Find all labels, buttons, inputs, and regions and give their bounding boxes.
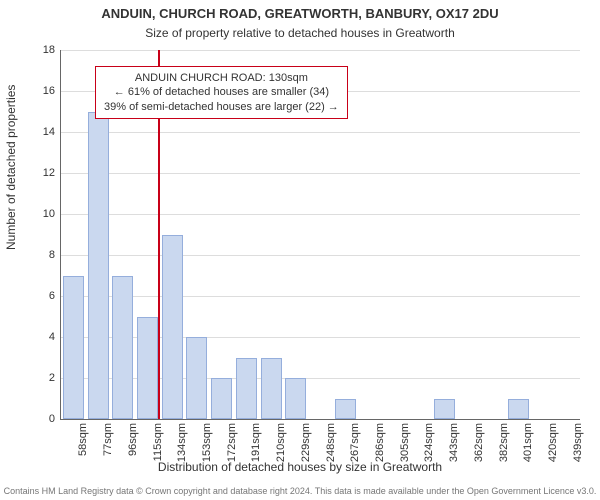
y-tick-label: 14 <box>43 126 55 138</box>
y-tick-label: 0 <box>49 413 55 425</box>
gridline <box>61 173 580 174</box>
y-tick-label: 6 <box>49 290 55 302</box>
histogram-bar <box>63 276 84 420</box>
x-tick-label: 115sqm <box>152 423 164 461</box>
y-tick-label: 18 <box>43 44 55 56</box>
histogram-bar <box>88 112 109 420</box>
x-tick-label: 343sqm <box>448 423 460 462</box>
y-axis-label: Number of detached properties <box>4 85 18 250</box>
histogram-bar <box>434 399 455 420</box>
y-tick-label: 10 <box>43 208 55 220</box>
x-tick-label: 382sqm <box>498 423 510 462</box>
x-tick-label: 439sqm <box>572 423 584 462</box>
histogram-bar <box>211 378 232 419</box>
x-tick-label: 134sqm <box>176 423 188 462</box>
x-tick-label: 286sqm <box>374 423 386 462</box>
x-tick-label: 210sqm <box>275 423 287 462</box>
x-tick-label: 248sqm <box>325 423 337 462</box>
gridline <box>61 132 580 133</box>
histogram-bar <box>112 276 133 420</box>
annotation-line-3: 39% of semi-detached houses are larger (… <box>104 100 339 114</box>
chart-title-subtitle: Size of property relative to detached ho… <box>0 26 600 40</box>
x-tick-label: 305sqm <box>399 423 411 462</box>
annotation-box: ANDUIN CHURCH ROAD: 130sqm ← 61% of deta… <box>95 66 348 119</box>
plot-area: 02468101214161858sqm77sqm96sqm115sqm134s… <box>60 50 580 420</box>
x-tick-label: 58sqm <box>77 423 89 456</box>
histogram-bar <box>285 378 306 419</box>
histogram-bar <box>162 235 183 420</box>
x-tick-label: 401sqm <box>522 423 534 462</box>
x-tick-label: 172sqm <box>226 423 238 462</box>
x-tick-label: 420sqm <box>547 423 559 462</box>
gridline <box>61 50 580 51</box>
histogram-bar <box>335 399 356 420</box>
y-tick-label: 2 <box>49 372 55 384</box>
gridline <box>61 296 580 297</box>
x-tick-label: 191sqm <box>250 423 262 462</box>
histogram-bar <box>186 337 207 419</box>
footnote-licence: Contains HM Land Registry data © Crown c… <box>0 486 600 496</box>
x-tick-label: 153sqm <box>201 423 213 462</box>
y-tick-label: 8 <box>49 249 55 261</box>
y-tick-label: 12 <box>43 167 55 179</box>
x-tick-label: 362sqm <box>473 423 485 462</box>
y-tick-label: 4 <box>49 331 55 343</box>
x-tick-label: 324sqm <box>423 423 435 462</box>
annotation-line-1: ANDUIN CHURCH ROAD: 130sqm <box>104 71 339 85</box>
x-tick-label: 77sqm <box>102 423 114 456</box>
gridline <box>61 255 580 256</box>
histogram-bar <box>236 358 257 420</box>
annotation-line-2: ← 61% of detached houses are smaller (34… <box>104 85 339 99</box>
histogram-bar <box>261 358 282 420</box>
histogram-bar <box>508 399 529 420</box>
x-tick-label: 229sqm <box>300 423 312 462</box>
histogram-bar <box>137 317 158 420</box>
chart-title-address: ANDUIN, CHURCH ROAD, GREATWORTH, BANBURY… <box>0 6 600 21</box>
gridline <box>61 214 580 215</box>
y-tick-label: 16 <box>43 85 55 97</box>
x-tick-label: 96sqm <box>127 423 139 456</box>
x-tick-label: 267sqm <box>349 423 361 462</box>
